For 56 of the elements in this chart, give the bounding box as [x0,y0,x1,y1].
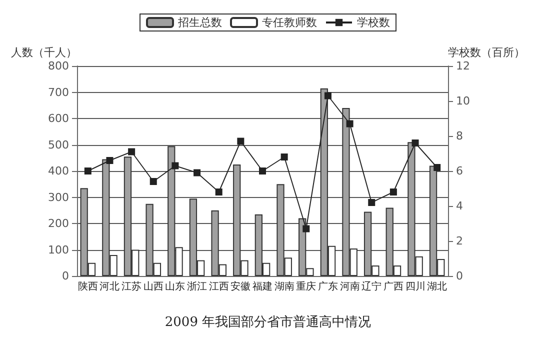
point [412,140,419,146]
point [346,120,354,128]
x-tick-label: 江西 [208,280,229,292]
point [215,188,222,196]
x-tick-label: 安徽 [230,280,251,292]
x-tick-label: 广西 [383,280,404,292]
x-tick-label: 重庆 [296,280,316,292]
y2-tick-label: 12 [456,60,470,72]
y-tick-label: 400 [48,164,69,178]
point [84,168,92,174]
y-tick-label: 600 [48,112,69,125]
y-tick-label: 100 [48,243,69,256]
point [324,92,332,100]
point [280,154,288,160]
y-tick-label: 700 [48,86,69,99]
y2-tick-label: 6 [456,164,463,178]
y-tick-label: 500 [48,138,69,152]
x-tick-label: 陕西 [78,280,98,292]
y-tick-label: 800 [48,60,69,72]
legend-label: 学校数 [357,16,390,29]
y2-tick-label: 10 [456,94,470,108]
x-tick-label: 湖北 [427,280,448,292]
point [302,225,310,232]
y-axis-title: 人数（千人） [11,46,77,59]
point [368,199,376,206]
point [128,148,136,156]
x-tick-label: 广东 [318,280,338,292]
x-tick-label: 山西 [143,280,164,292]
point [172,162,179,170]
y2-axis-title: 学校数（百所） [448,46,525,59]
x-tick-label: 四川 [405,280,426,292]
x-tick-label: 江苏 [122,280,142,292]
y2-tick-label: 4 [456,200,463,212]
y-tick-label: 300 [48,190,69,204]
text: 2009 年我国部分省市普通高中情况 [164,314,372,330]
y2-tick-label: 0 [456,270,463,282]
legend-label: 招生总数 [177,16,222,29]
x-tick-label: 福建 [252,280,272,292]
y-tick-label: 200 [48,217,69,230]
y2-tick-label: 2 [456,234,463,248]
x-tick-label: 浙江 [187,280,208,292]
point [106,157,114,164]
legend-label: 专任教师数 [262,16,317,29]
point [194,169,201,176]
x-tick-label: 辽宁 [362,280,382,292]
y-tick-label: 0 [62,270,69,282]
y2-tick-label: 8 [456,130,463,142]
point [390,188,397,196]
x-tick-label: 河北 [100,280,120,292]
x-tick-label: 河南 [340,280,360,292]
point [150,178,157,185]
x-tick-label: 湖南 [274,280,294,292]
point [259,168,266,174]
point [434,164,441,171]
x-tick-label: 山东 [165,280,186,292]
point [237,138,244,145]
